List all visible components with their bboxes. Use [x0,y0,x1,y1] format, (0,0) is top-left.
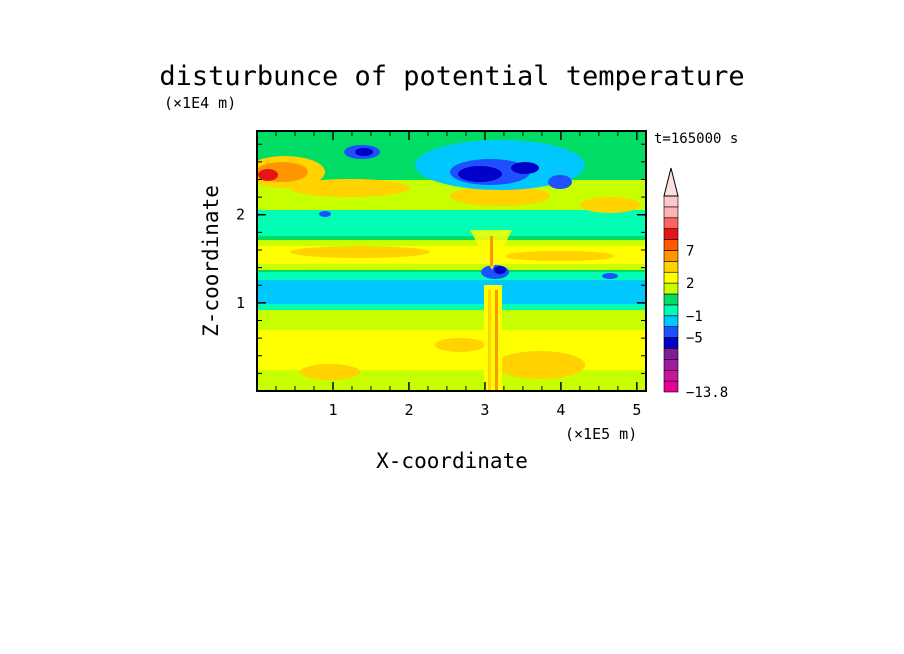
colorbar-swatch [663,217,679,229]
colorbar-label: −5 [686,331,703,347]
colorbar-swatch [663,250,679,262]
colorbar-swatch [663,282,679,295]
colorbar-swatch [663,206,679,219]
colorbar-swatch [663,337,679,349]
y-scale-label: (×1E4 m) [164,94,236,112]
colorbar-swatch [663,261,679,273]
time-label: t=165000 s [654,131,738,147]
colorbar-swatch [663,293,679,306]
x-axis: 1 2 3 4 5 [275,131,641,419]
colorbar-label: 7 [686,243,694,259]
colorbar-swatch [663,348,679,360]
plot-frame [256,130,647,392]
x-axis-label: X-coordinate [376,449,528,473]
y-tick-label: 1 [236,294,245,312]
x-tick-label: 4 [556,401,565,419]
colorbar-label: −13.8 [686,385,728,401]
contour-field [257,131,646,391]
y-axis: 12 [236,143,646,374]
x-tick-label: 5 [632,401,641,419]
colorbar-swatch [663,369,679,382]
colorbar-label: −1 [686,309,703,325]
colorbar-label: 2 [686,276,694,292]
colorbar: −13.8 −5 −1 2 7 [663,167,728,401]
y-axis-label: Z-coordinate [199,185,223,337]
colorbar-swatch [663,359,679,371]
colorbar-swatch [663,271,679,284]
colorbar-swatch [663,315,679,327]
y-tick-label: 2 [236,206,245,224]
colorbar-swatch [663,239,679,251]
colorbar-swatch [663,228,679,240]
x-tick-label: 2 [404,401,413,419]
colorbar-swatch [663,195,679,208]
colorbar-swatch [663,326,679,338]
x-tick-label: 1 [328,401,337,419]
colorbar-swatch [663,380,679,393]
x-tick-label: 3 [480,401,489,419]
chart-title: disturbunce of potential temperature [159,61,744,92]
colorbar-arrow [663,167,679,197]
x-scale-label: (×1E5 m) [565,425,637,443]
colorbar-swatch [663,304,679,317]
